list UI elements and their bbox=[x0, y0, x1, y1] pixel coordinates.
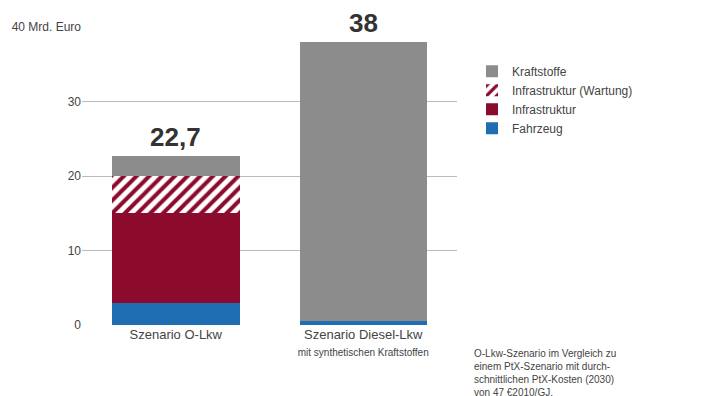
svg-text:0: 0 bbox=[74, 318, 81, 332]
svg-text:10: 10 bbox=[68, 244, 82, 258]
svg-text:Infrastruktur (Wartung): Infrastruktur (Wartung) bbox=[512, 84, 632, 98]
svg-text:40 Mrd. Euro: 40 Mrd. Euro bbox=[12, 20, 82, 34]
svg-text:Fahrzeug: Fahrzeug bbox=[512, 122, 563, 136]
svg-text:Kraftstoffe: Kraftstoffe bbox=[512, 65, 567, 79]
svg-text:20: 20 bbox=[68, 169, 82, 183]
svg-text:Szenario Diesel-Lkwmit synthet: Szenario Diesel-Lkwmit synthetischen Kra… bbox=[298, 327, 429, 358]
svg-text:O-Lkw-Szenario im Vergleich zu: O-Lkw-Szenario im Vergleich zueinem PtX-… bbox=[474, 348, 616, 396]
svg-text:38: 38 bbox=[349, 8, 378, 38]
svg-text:30: 30 bbox=[68, 95, 82, 109]
svg-text:Infrastruktur: Infrastruktur bbox=[512, 103, 576, 117]
svg-text:22,7: 22,7 bbox=[150, 122, 201, 152]
svg-text:Szenario O-Lkw: Szenario O-Lkw bbox=[130, 327, 223, 342]
